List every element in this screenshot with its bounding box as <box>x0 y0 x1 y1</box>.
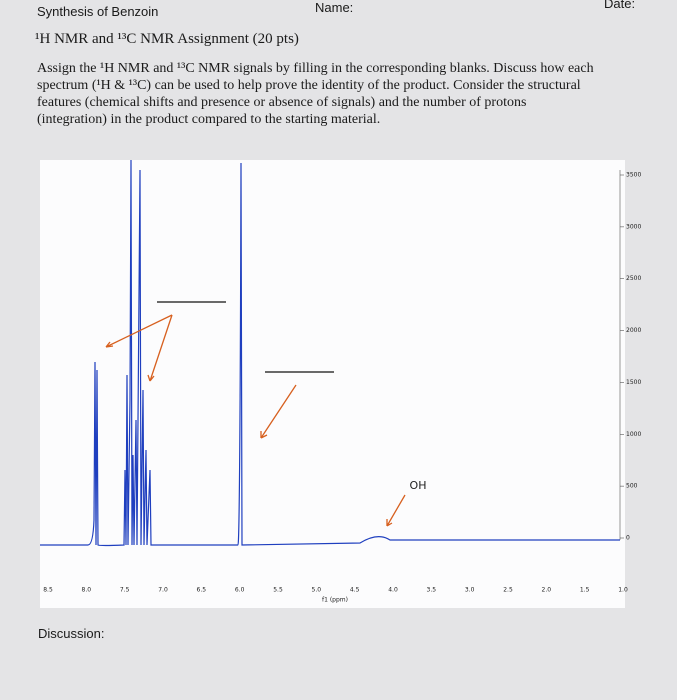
x-tick-label: 3.0 <box>465 587 475 594</box>
date-label: Date: <box>604 0 636 11</box>
y-tick-label: 1500 <box>626 379 641 386</box>
x-tick-label: 4.0 <box>388 587 398 594</box>
course: Synthesis of Benzoin <box>37 4 159 19</box>
x-tick-label: 6.5 <box>197 587 207 594</box>
x-tick-label: 4.5 <box>350 587 360 594</box>
x-tick-label: 5.0 <box>312 587 322 594</box>
discussion-label: Discussion: <box>38 626 105 641</box>
y-tick-label: 3500 <box>626 172 641 179</box>
x-tick-label: 2.5 <box>503 587 513 594</box>
x-tick-label: 7.0 <box>158 587 168 594</box>
assignment-title: ¹H NMR and ¹³C NMR Assignment (20 pts) <box>35 31 299 47</box>
y-tick-label: 2000 <box>626 327 641 334</box>
peak-label: OH <box>410 479 427 492</box>
y-tick-label: 0 <box>626 535 630 542</box>
y-tick-label: 3000 <box>626 223 641 230</box>
instruction-line: spectrum (¹H & ¹³C) can be used to help … <box>37 78 581 93</box>
name-label: Name: <box>315 0 354 15</box>
y-tick-label: 1000 <box>626 431 641 438</box>
x-tick-label: 3.5 <box>427 587 437 594</box>
x-tick-label: 1.5 <box>580 587 590 594</box>
x-tick-label: 8.0 <box>82 587 92 594</box>
x-tick-label: 5.5 <box>273 587 283 594</box>
x-tick-label: 7.5 <box>120 587 130 594</box>
x-tick-label: 2.0 <box>542 587 552 594</box>
y-tick-label: 2500 <box>626 275 641 282</box>
arrows <box>105 314 406 527</box>
instruction-line: (integration) in the product compared to… <box>37 112 381 127</box>
spectrum: OH f1 (ppm) 3500 3000 2500 2000 1500 1000 500 0… <box>40 159 641 608</box>
instruction-line: features (chemical shifts and presence o… <box>37 95 527 110</box>
y-tick-label: 500 <box>626 483 638 490</box>
x-tick-label: 6.0 <box>235 587 245 594</box>
instruction-line: Assign the ¹H NMR and ¹³C NMR signals by… <box>37 61 594 76</box>
x-tick-label: 8.5 <box>43 587 53 594</box>
spectrum-trace <box>40 159 620 547</box>
x-axis-title: f1 (ppm) <box>322 597 348 604</box>
instructions: Assign the ¹H NMR and ¹³C NMR signals by… <box>37 60 594 128</box>
x-tick-label: 1.0 <box>618 587 628 594</box>
